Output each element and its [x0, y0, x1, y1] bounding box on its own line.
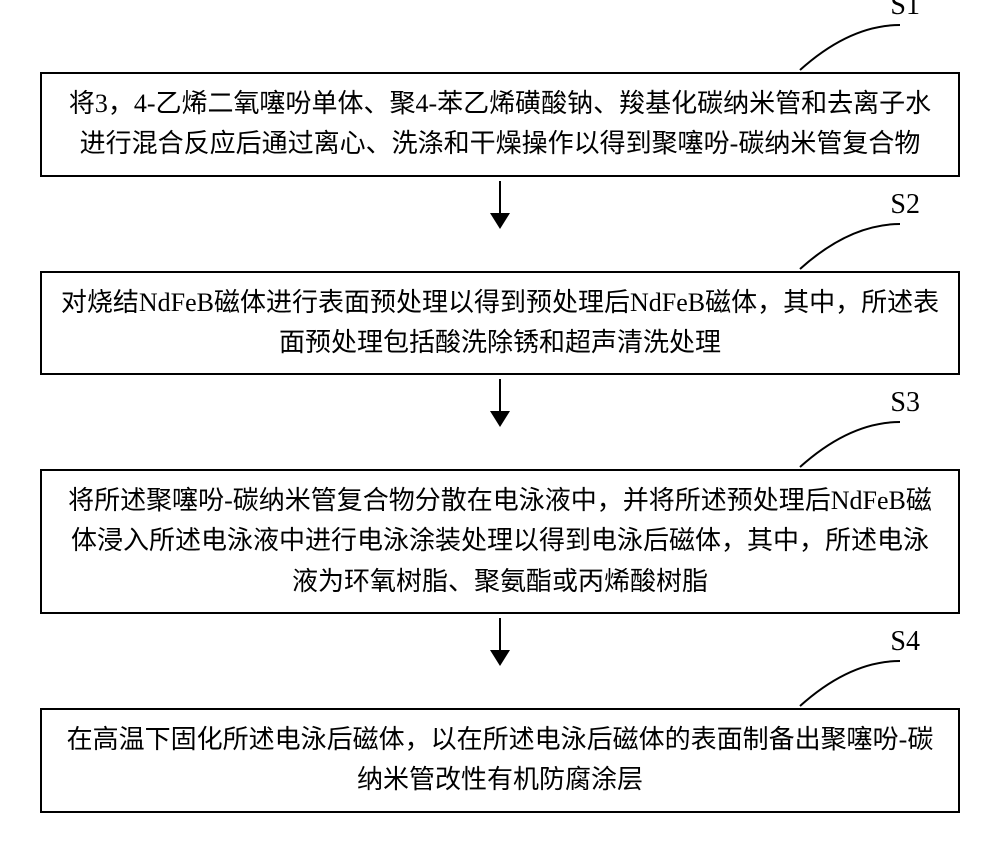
- arrow-s2-s3: [499, 379, 501, 425]
- step-box-s3: 将所述聚噻吩-碳纳米管复合物分散在电泳液中，并将所述预处理后NdFeB磁体浸入所…: [40, 469, 960, 614]
- step-s1-wrapper: S1 将3，4-乙烯二氧噻吩单体、聚4-苯乙烯磺酸钠、羧基化碳纳米管和去离子水进…: [20, 30, 980, 177]
- step-label-s1: S1: [890, 0, 920, 22]
- step-label-s3: S3: [890, 387, 920, 419]
- arrow-s3-s4: [499, 618, 501, 664]
- step-s2-wrapper: S2 对烧结NdFeB磁体进行表面预处理以得到预处理后NdFeB磁体，其中，所述…: [20, 229, 980, 376]
- step-label-s4: S4: [890, 626, 920, 658]
- step-box-s2: 对烧结NdFeB磁体进行表面预处理以得到预处理后NdFeB磁体，其中，所述表面预…: [40, 271, 960, 376]
- arrow-s1-s2: [499, 181, 501, 227]
- step-s4-wrapper: S4 在高温下固化所述电泳后磁体，以在所述电泳后磁体的表面制备出聚噻吩-碳纳米管…: [20, 666, 980, 813]
- step-s3-wrapper: S3 将所述聚噻吩-碳纳米管复合物分散在电泳液中，并将所述预处理后NdFeB磁体…: [20, 427, 980, 614]
- step-box-s4: 在高温下固化所述电泳后磁体，以在所述电泳后磁体的表面制备出聚噻吩-碳纳米管改性有…: [40, 708, 960, 813]
- flowchart-container: S1 将3，4-乙烯二氧噻吩单体、聚4-苯乙烯磺酸钠、羧基化碳纳米管和去离子水进…: [20, 30, 980, 813]
- step-label-s2: S2: [890, 189, 920, 221]
- step-box-s1: 将3，4-乙烯二氧噻吩单体、聚4-苯乙烯磺酸钠、羧基化碳纳米管和去离子水进行混合…: [40, 72, 960, 177]
